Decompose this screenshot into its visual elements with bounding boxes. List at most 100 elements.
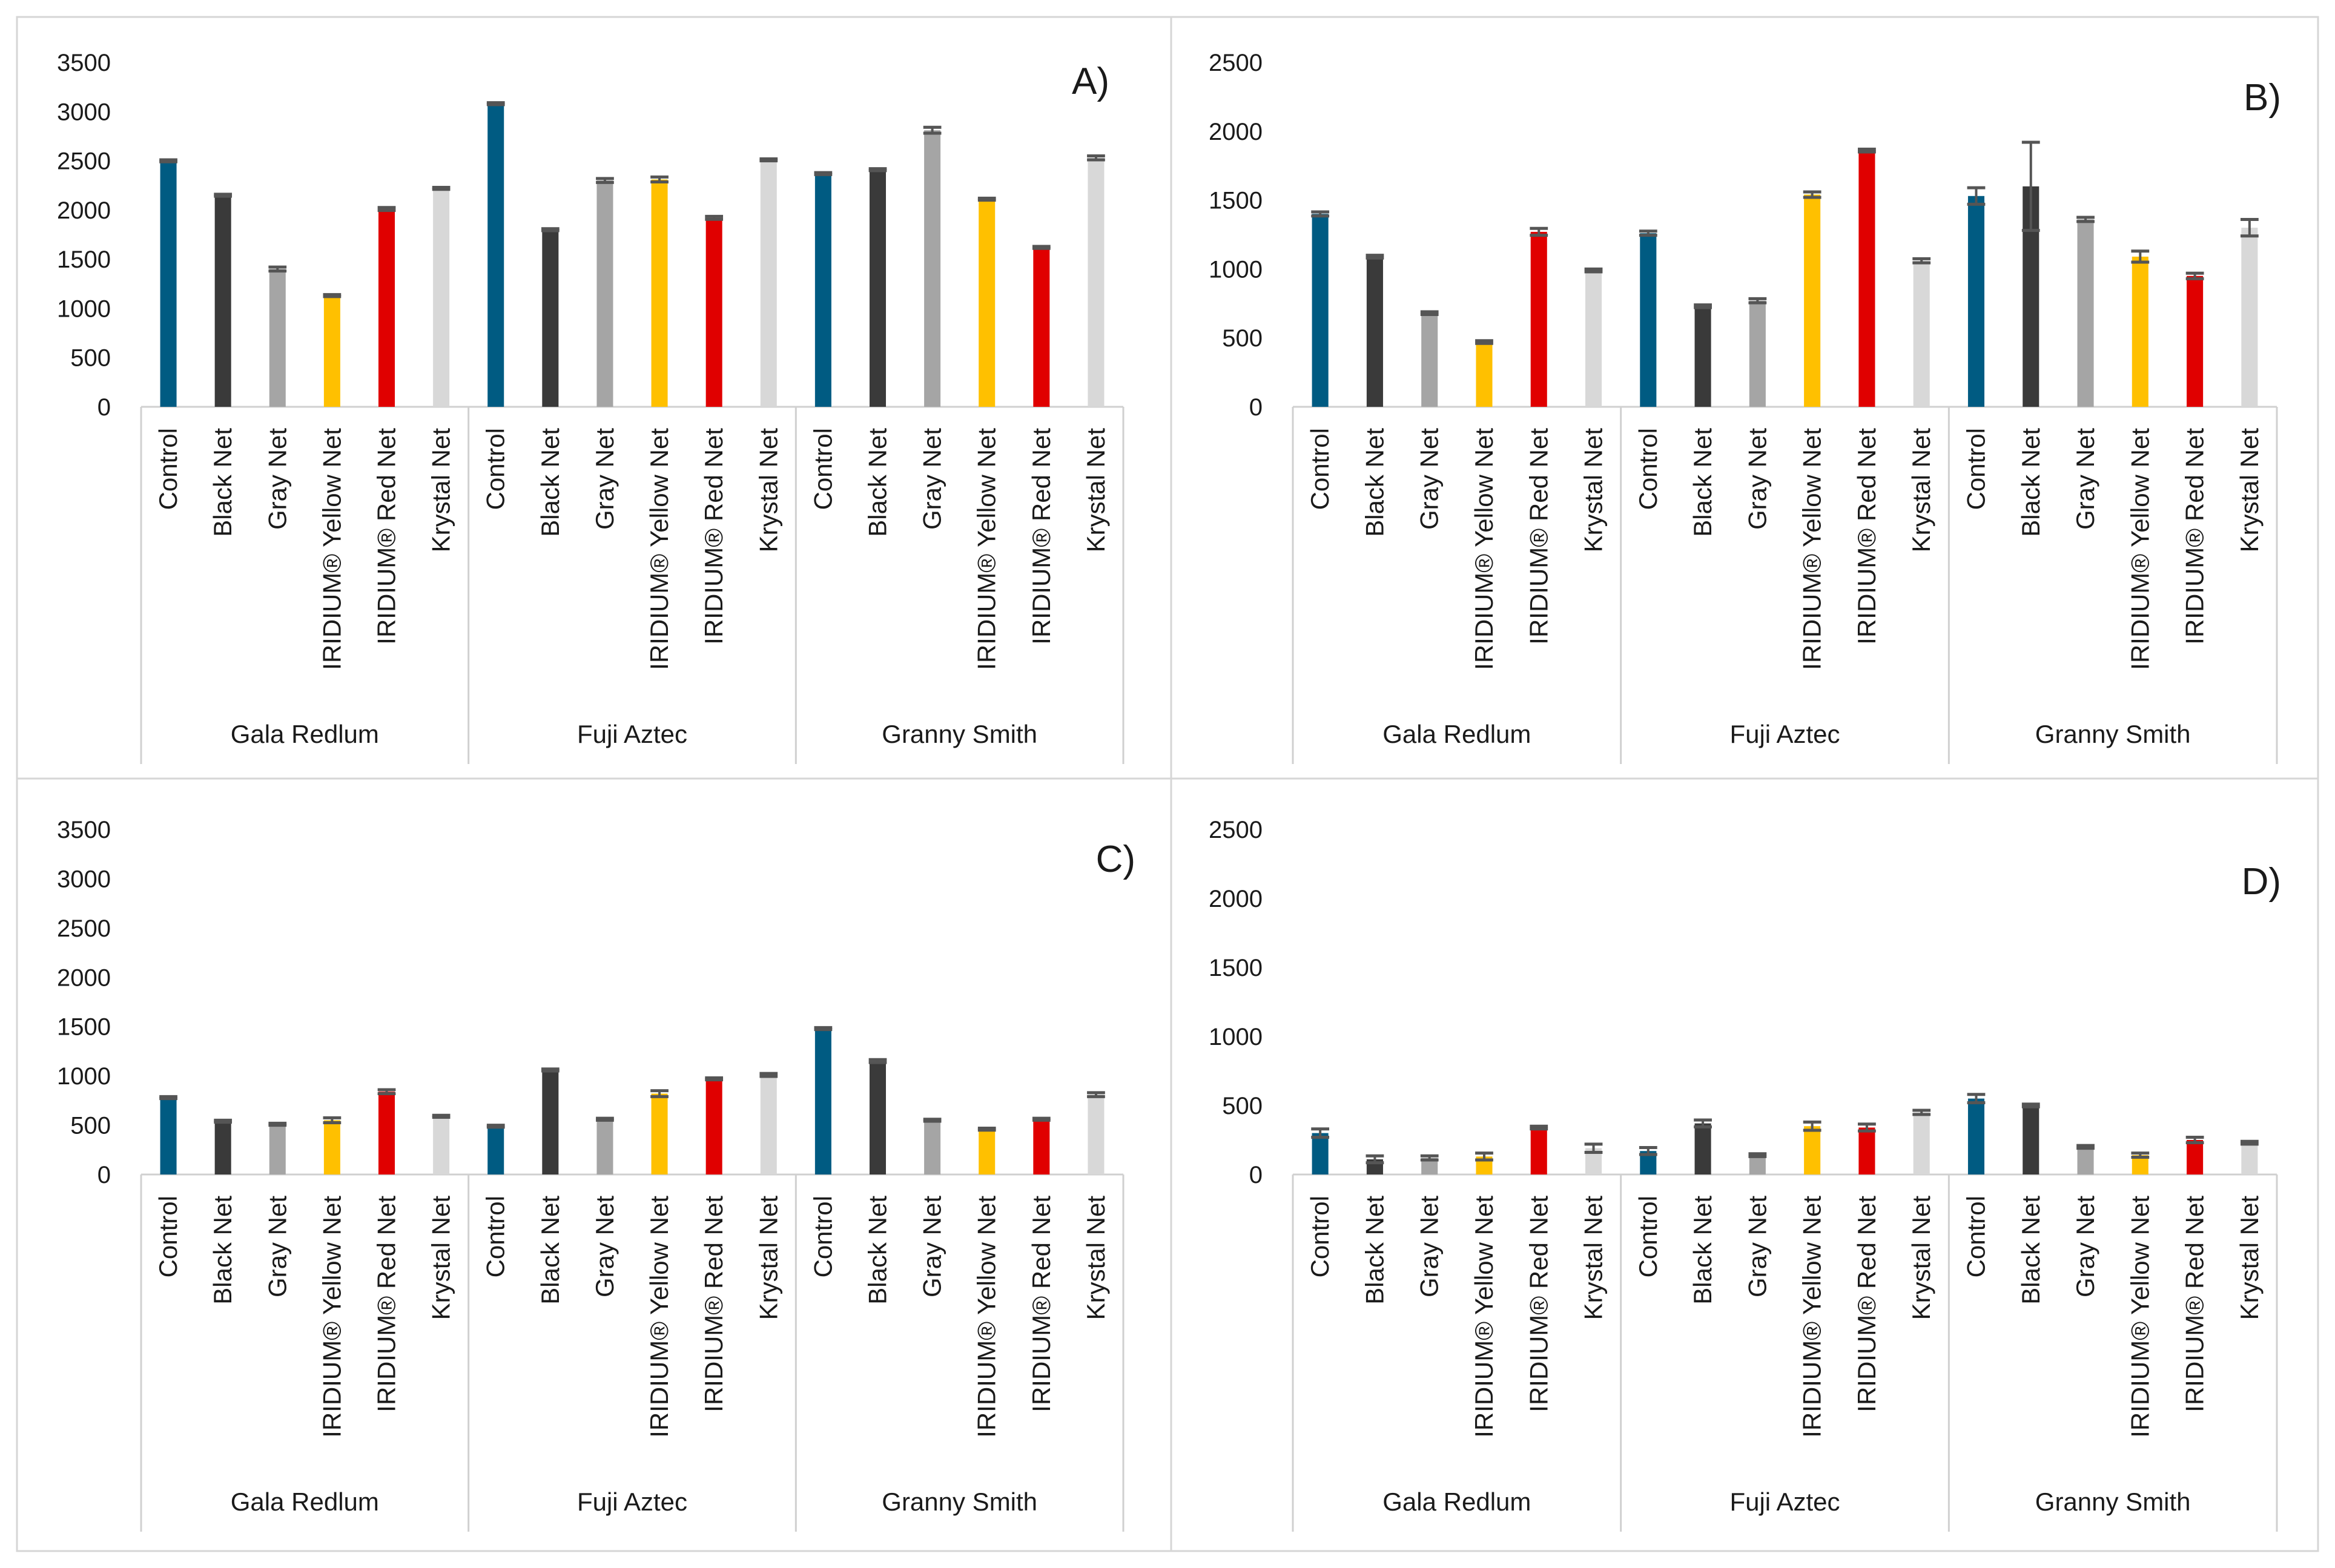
bar-granny-smith-control — [1967, 1098, 1985, 1174]
y-tick-label: 1000 — [57, 295, 111, 322]
error-bar-fuji-aztec-iridium-yellow-net — [650, 175, 669, 184]
error-bar-gala-redlum-control — [159, 158, 177, 163]
bar-fuji-aztec-control — [1640, 233, 1657, 407]
category-label-black-net: Black Net — [864, 428, 892, 537]
error-bar-gala-redlum-control — [159, 1095, 177, 1101]
category-label-krystal-net: Krystal Net — [1082, 1196, 1110, 1320]
category-label-krystal-net: Krystal Net — [754, 428, 782, 553]
bar-fuji-aztec-control — [487, 104, 504, 407]
bar-granny-smith-iridium-red-net — [2187, 275, 2204, 407]
y-tick-label: 500 — [1222, 1093, 1263, 1119]
y-tick-label: 1500 — [1209, 188, 1263, 214]
bar-granny-smith-krystal-net — [1088, 1095, 1105, 1174]
bar-granny-smith-iridium-red-net — [2187, 1140, 2204, 1174]
category-label-iridium-red-net: IRIDIUM® Red Net — [1524, 428, 1553, 645]
chart-panel-b: 0 500 1000 1500 2000 2500 Gala Redlum Control Bl… — [1209, 50, 2281, 764]
error-bar-granny-smith-krystal-net — [2240, 1139, 2259, 1146]
error-bar-granny-smith-control — [814, 1026, 833, 1032]
category-label-gray-net: Gray Net — [2071, 428, 2099, 530]
category-label-iridium-red-net: IRIDIUM® Red Net — [2181, 428, 2209, 645]
error-bar-gala-redlum-black-net — [214, 193, 233, 198]
bar-gala-redlum-black-net — [214, 195, 231, 407]
category-label-iridium-yellow-net: IRIDIUM® Yellow Net — [1470, 1196, 1498, 1438]
bar-fuji-aztec-black-net — [1694, 1123, 1711, 1174]
error-bar-granny-smith-gray-net — [923, 1118, 942, 1123]
error-bar-gala-redlum-krystal-net — [432, 185, 451, 191]
error-bar-gala-redlum-iridium-red-net — [377, 1088, 396, 1095]
group-label-fuji-aztec: Fuji Aztec — [1729, 1487, 1840, 1516]
category-label-control: Control — [154, 428, 182, 510]
category-label-black-net: Black Net — [208, 1196, 237, 1305]
category-label-iridium-yellow-net: IRIDIUM® Yellow Net — [317, 1196, 346, 1438]
error-bar-granny-smith-krystal-net — [2240, 217, 2259, 238]
error-bar-gala-redlum-gray-net — [268, 1121, 287, 1127]
error-bar-fuji-aztec-iridium-red-net — [705, 1076, 724, 1082]
error-bar-granny-smith-iridium-yellow-net — [977, 1126, 996, 1132]
bar-gala-redlum-iridium-yellow-net — [323, 1120, 340, 1174]
error-bar-gala-redlum-iridium-red-net — [1530, 226, 1548, 237]
error-bar-gala-redlum-iridium-yellow-net — [323, 293, 342, 298]
error-bar-gala-redlum-iridium-red-net — [377, 206, 396, 212]
category-label-iridium-red-net: IRIDIUM® Red Net — [2181, 1196, 2209, 1412]
bar-gala-redlum-iridium-red-net — [1530, 1127, 1547, 1174]
chart-panel-d: 0 500 1000 1500 2000 2500 Gala Redlum Control Bl… — [1209, 817, 2281, 1532]
y-tick-label: 2500 — [57, 148, 111, 175]
error-bar-granny-smith-iridium-yellow-net — [977, 196, 996, 202]
y-tick-label: 3000 — [57, 99, 111, 125]
bar-granny-smith-gray-net — [2077, 1147, 2094, 1174]
bar-granny-smith-krystal-net — [1088, 157, 1105, 407]
category-label-gray-net: Gray Net — [590, 428, 619, 530]
category-label-black-net: Black Net — [864, 1196, 892, 1305]
y-tick-label: 0 — [1249, 394, 1263, 421]
error-bar-fuji-aztec-control — [1639, 1146, 1657, 1156]
category-label-iridium-yellow-net: IRIDIUM® Yellow Net — [317, 428, 346, 670]
category-label-gray-net: Gray Net — [1743, 1196, 1771, 1297]
error-bar-fuji-aztec-iridium-red-net — [1858, 147, 1876, 154]
category-label-iridium-red-net: IRIDIUM® Red Net — [699, 428, 728, 645]
error-bar-granny-smith-iridium-red-net — [2185, 271, 2204, 280]
error-bar-granny-smith-iridium-red-net — [2185, 1135, 2204, 1145]
bar-fuji-aztec-iridium-red-net — [1858, 150, 1875, 407]
group-label-granny-smith: Granny Smith — [882, 1487, 1037, 1516]
bar-fuji-aztec-black-net — [542, 229, 559, 407]
group-label-gala-redlum: Gala Redlum — [231, 1487, 379, 1516]
category-label-black-net: Black Net — [536, 1196, 564, 1305]
bar-fuji-aztec-iridium-red-net — [705, 217, 722, 407]
error-bar-fuji-aztec-krystal-net — [759, 157, 778, 163]
bar-fuji-aztec-control — [487, 1126, 504, 1174]
bar-fuji-aztec-gray-net — [596, 1119, 613, 1174]
group-label-gala-redlum: Gala Redlum — [1382, 1487, 1531, 1516]
bar-gala-redlum-control — [1312, 214, 1329, 407]
category-label-black-net: Black Net — [1360, 428, 1389, 537]
error-bar-gala-redlum-iridium-yellow-net — [323, 1116, 342, 1124]
category-label-control: Control — [481, 428, 510, 510]
bar-gala-redlum-krystal-net — [1585, 270, 1602, 407]
bar-granny-smith-iridium-yellow-net — [979, 199, 996, 407]
category-label-black-net: Black Net — [2016, 428, 2045, 537]
bar-granny-smith-control — [1967, 196, 1985, 407]
chart-panel-a: 0 500 1000 1500 2000 2500 3000 3500 Gala Redlum C… — [57, 50, 1125, 764]
bar-gala-redlum-gray-net — [1421, 313, 1438, 407]
error-bar-fuji-aztec-iridium-red-net — [705, 214, 724, 221]
panel-label: B) — [2244, 77, 2281, 119]
category-label-gray-net: Gray Net — [263, 428, 291, 530]
category-label-control: Control — [808, 1196, 837, 1277]
bar-gala-redlum-control — [160, 1097, 177, 1174]
category-label-black-net: Black Net — [1360, 1196, 1389, 1305]
error-bar-granny-smith-control — [814, 171, 833, 176]
bar-fuji-aztec-krystal-net — [1913, 1112, 1930, 1174]
category-label-iridium-yellow-net: IRIDIUM® Yellow Net — [1470, 428, 1498, 670]
bar-granny-smith-black-net — [2023, 1105, 2039, 1174]
y-tick-label: 500 — [70, 1113, 111, 1139]
error-bar-granny-smith-control — [1967, 1093, 1986, 1104]
error-bar-fuji-aztec-krystal-net — [1912, 257, 1931, 265]
bar-granny-smith-black-net — [869, 1061, 887, 1174]
error-bar-gala-redlum-krystal-net — [1584, 267, 1603, 274]
category-label-control: Control — [1961, 1196, 1990, 1277]
y-tick-label: 2500 — [1209, 817, 1263, 843]
category-label-iridium-yellow-net: IRIDIUM® Yellow Net — [2125, 428, 2154, 670]
category-label-gray-net: Gray Net — [918, 428, 946, 530]
bar-fuji-aztec-iridium-yellow-net — [651, 179, 668, 407]
y-tick-label: 3500 — [57, 50, 111, 76]
category-label-control: Control — [1961, 428, 1990, 510]
